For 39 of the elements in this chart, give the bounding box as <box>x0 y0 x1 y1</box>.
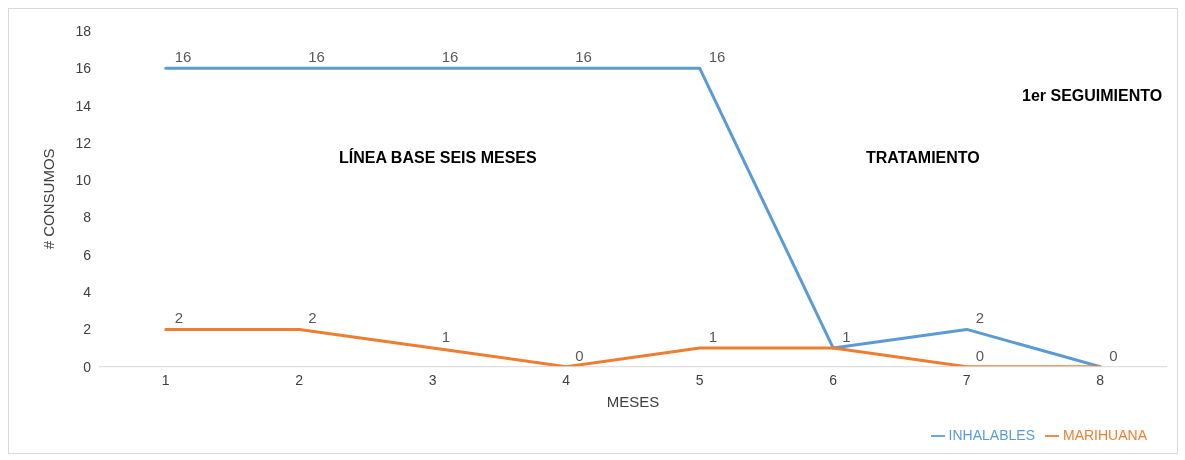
y-axis-title: # CONSUMOS <box>40 148 58 250</box>
data-label: 0 <box>1109 346 1118 364</box>
y-tick-label: 4 <box>83 284 92 301</box>
y-tick-label: 14 <box>75 97 92 114</box>
x-tick-label: 5 <box>695 371 704 388</box>
y-tick-label: 16 <box>75 60 92 77</box>
annotation: 1er SEGUIMIENTO <box>1022 87 1163 105</box>
data-label: 1 <box>708 328 718 346</box>
x-tick-label: 3 <box>428 371 437 388</box>
data-label: 1 <box>842 328 851 346</box>
data-label: 1 <box>441 328 451 346</box>
x-tick-label: 8 <box>1096 371 1105 388</box>
annotation: LÍNEA BASE SEIS MESES <box>339 149 537 167</box>
y-tick-label: 10 <box>75 172 92 189</box>
data-label: 16 <box>575 48 592 66</box>
data-label: 2 <box>975 309 985 327</box>
data-label: 16 <box>708 48 726 66</box>
data-label: 0 <box>975 346 985 364</box>
legend-label: MARIHUANA <box>1062 426 1147 443</box>
x-tick-label: 7 <box>962 371 971 388</box>
y-tick-label: 2 <box>83 321 92 338</box>
x-tick-label: 1 <box>161 371 170 388</box>
data-label: 2 <box>174 309 184 327</box>
x-tick-label: 4 <box>562 371 571 388</box>
y-tick-label: 8 <box>83 209 92 226</box>
y-tick-label: 6 <box>83 246 92 263</box>
data-label: 16 <box>174 48 192 66</box>
y-tick-label: 0 <box>83 358 92 375</box>
x-tick-label: 2 <box>295 371 304 388</box>
y-tick-label: 12 <box>75 134 92 151</box>
x-tick-label: 6 <box>829 371 838 388</box>
data-label: 0 <box>575 346 584 364</box>
annotation: TRATAMIENTO <box>866 149 980 167</box>
legend-label: INHALABLES <box>948 426 1035 443</box>
y-tick-label: 18 <box>75 22 92 39</box>
data-label: 16 <box>441 48 459 66</box>
data-label: 2 <box>308 309 317 327</box>
x-axis-title: MESES <box>606 392 660 410</box>
data-label: 16 <box>308 48 325 66</box>
